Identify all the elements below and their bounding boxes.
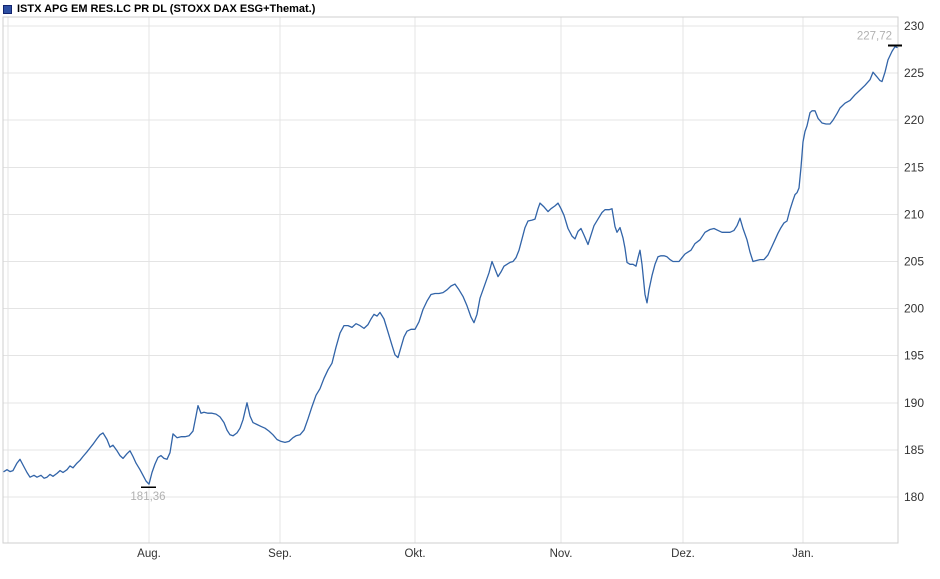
low-value-annotation: 181,36 [130, 491, 165, 503]
x-axis-month-label: Nov. [550, 548, 573, 560]
x-axis-month-label: Aug. [137, 548, 161, 560]
x-axis-month-label: Jan. [792, 548, 814, 560]
y-axis-value-label: 220 [904, 113, 924, 127]
y-axis-value-label: 215 [904, 160, 924, 174]
chart-header: ISTX APG EM RES.LC PR DL (STOXX DAX ESG+… [3, 2, 315, 16]
y-axis-value-label: 185 [904, 443, 924, 457]
x-axis-month-label: Dez. [671, 548, 695, 560]
last-value-annotation: 227,72 [857, 30, 892, 42]
y-axis-value-label: 180 [904, 490, 924, 504]
chart-title: ISTX APG EM RES.LC PR DL (STOXX DAX ESG+… [17, 3, 316, 15]
plot-border [2, 16, 899, 544]
y-axis-value-label: 230 [904, 19, 924, 33]
y-axis-value-label: 210 [904, 207, 924, 221]
y-axis-value-label: 195 [904, 349, 924, 363]
x-axis-month-label: Sep. [268, 548, 292, 560]
x-axis-month-label: Okt. [404, 548, 425, 560]
price-series-line [3, 46, 898, 485]
y-axis-value-label: 190 [904, 396, 924, 410]
y-axis-value-label: 200 [904, 302, 924, 316]
series-legend-square-icon [3, 4, 12, 14]
y-axis-value-label: 225 [904, 66, 924, 80]
y-axis-value-label: 205 [904, 255, 924, 269]
